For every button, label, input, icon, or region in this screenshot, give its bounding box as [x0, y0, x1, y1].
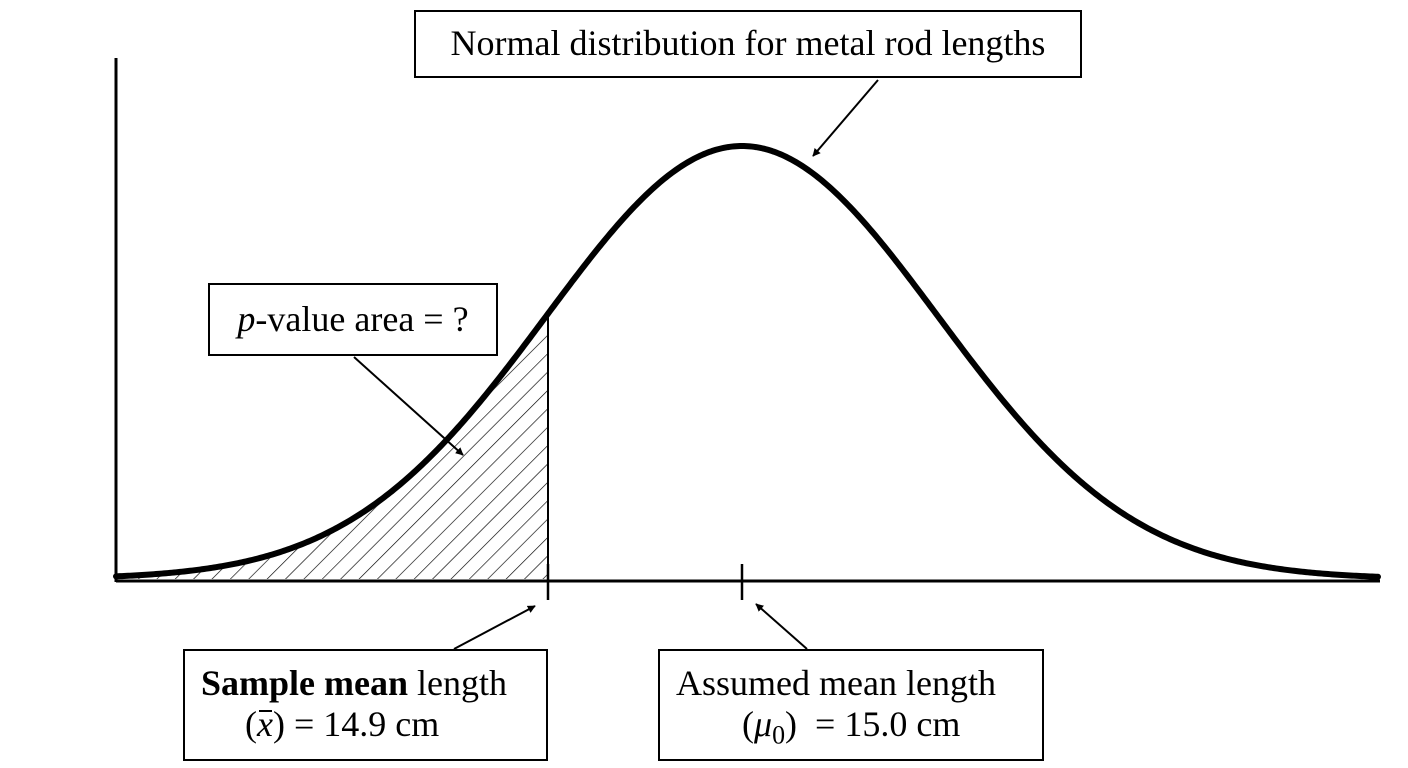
- p-variable: p: [237, 298, 256, 339]
- title-arrow: [812, 79, 879, 157]
- sample-mean-close-paren: ): [272, 704, 285, 745]
- sample-mean-open-paren: (: [245, 704, 257, 745]
- sample-mean-bold: Sample mean: [201, 663, 408, 703]
- title-box: Normal distribution for metal rod length…: [414, 10, 1082, 78]
- p-value-text: -value area = ?: [255, 298, 469, 339]
- sample-mean-value: = 14.9 cm: [284, 704, 440, 745]
- mu-subscript: 0: [772, 720, 786, 750]
- p-value-label: p-value area = ?: [237, 299, 468, 340]
- sample-mean-line1: Sample mean length: [201, 663, 507, 703]
- assumed-mean-line2: (μ0) = 15.0 cm: [676, 704, 1042, 748]
- normal-curve: [113, 143, 1381, 580]
- assumed-mean-close-paren: ): [785, 704, 798, 745]
- assumed-mean-value: = 15.0 cm: [797, 704, 961, 745]
- assumed-mean-arrow: [755, 603, 808, 650]
- mu-symbol: μ: [754, 704, 773, 745]
- sample-mean-rest: length: [408, 663, 507, 703]
- assumed-mean-box: Assumed mean length (μ0) = 15.0 cm: [658, 649, 1044, 761]
- sample-mean-line2: (x) = 14.9 cm: [201, 704, 546, 745]
- assumed-mean-line1: Assumed mean length: [676, 663, 996, 703]
- p-value-box: p-value area = ?: [208, 283, 498, 356]
- sample-mean-box: Sample mean length (x) = 14.9 cm: [183, 649, 548, 761]
- assumed-mean-open-paren: (: [742, 704, 754, 745]
- x-bar-symbol: x: [257, 704, 273, 745]
- sample-mean-arrow: [453, 605, 536, 650]
- diagram-title: Normal distribution for metal rod length…: [450, 23, 1046, 64]
- pvalue-arrow: [353, 356, 464, 456]
- p-value-shaded-area: [116, 313, 548, 579]
